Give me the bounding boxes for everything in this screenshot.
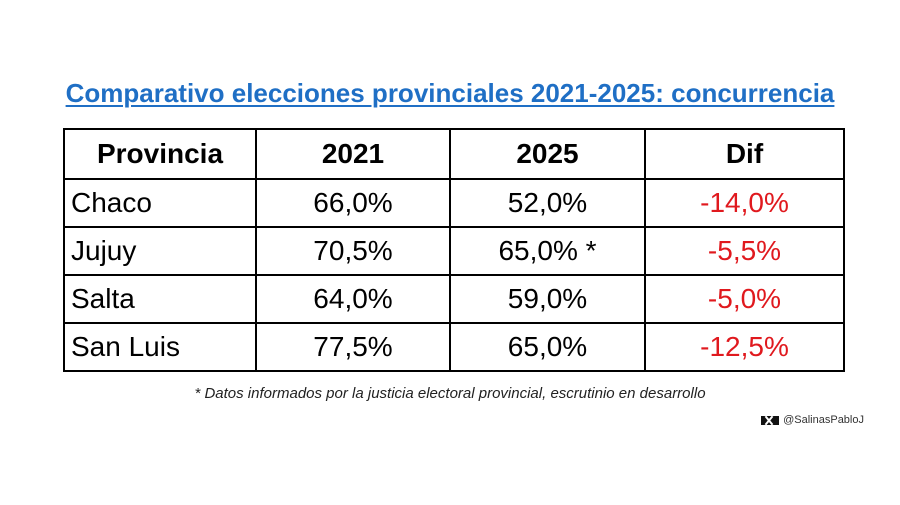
footnote: * Datos informados por la justicia elect… [194, 385, 706, 402]
credit: @SalinasPabloJ [761, 414, 864, 426]
cell-provincia: Chaco [63, 178, 257, 228]
cell-provincia: San Luis [63, 322, 257, 372]
cell-dif: -14,0% [644, 178, 845, 228]
header-2025: 2025 [449, 128, 646, 180]
cell-dif: -5,0% [644, 274, 845, 324]
chart-title: Comparativo elecciones provinciales 2021… [65, 78, 835, 108]
cell-provincia: Jujuy [63, 226, 257, 276]
header-row: Provincia 2021 2025 Dif [63, 128, 845, 180]
election-table: Provincia 2021 2025 Dif Chaco 66,0% 52,0… [63, 128, 845, 372]
table-row: San Luis 77,5% 65,0% -12,5% [63, 322, 845, 372]
cell-2025: 59,0% [449, 274, 646, 324]
cell-2025: 65,0% [449, 322, 646, 372]
cell-2025: 65,0% * [449, 226, 646, 276]
header-provincia: Provincia [63, 128, 257, 180]
cell-dif: -12,5% [644, 322, 845, 372]
table-row: Chaco 66,0% 52,0% -14,0% [63, 178, 845, 228]
cell-2021: 70,5% [255, 226, 451, 276]
cell-2021: 66,0% [255, 178, 451, 228]
cell-2021: 77,5% [255, 322, 451, 372]
cell-2025: 52,0% [449, 178, 646, 228]
credit-handle: @SalinasPabloJ [783, 414, 864, 426]
header-dif: Dif [644, 128, 845, 180]
table-row: Salta 64,0% 59,0% -5,0% [63, 274, 845, 324]
cell-2021: 64,0% [255, 274, 451, 324]
table-row: Jujuy 70,5% 65,0% * -5,5% [63, 226, 845, 276]
x-logo-icon [761, 415, 780, 425]
cell-provincia: Salta [63, 274, 257, 324]
cell-dif: -5,5% [644, 226, 845, 276]
header-2021: 2021 [255, 128, 451, 180]
